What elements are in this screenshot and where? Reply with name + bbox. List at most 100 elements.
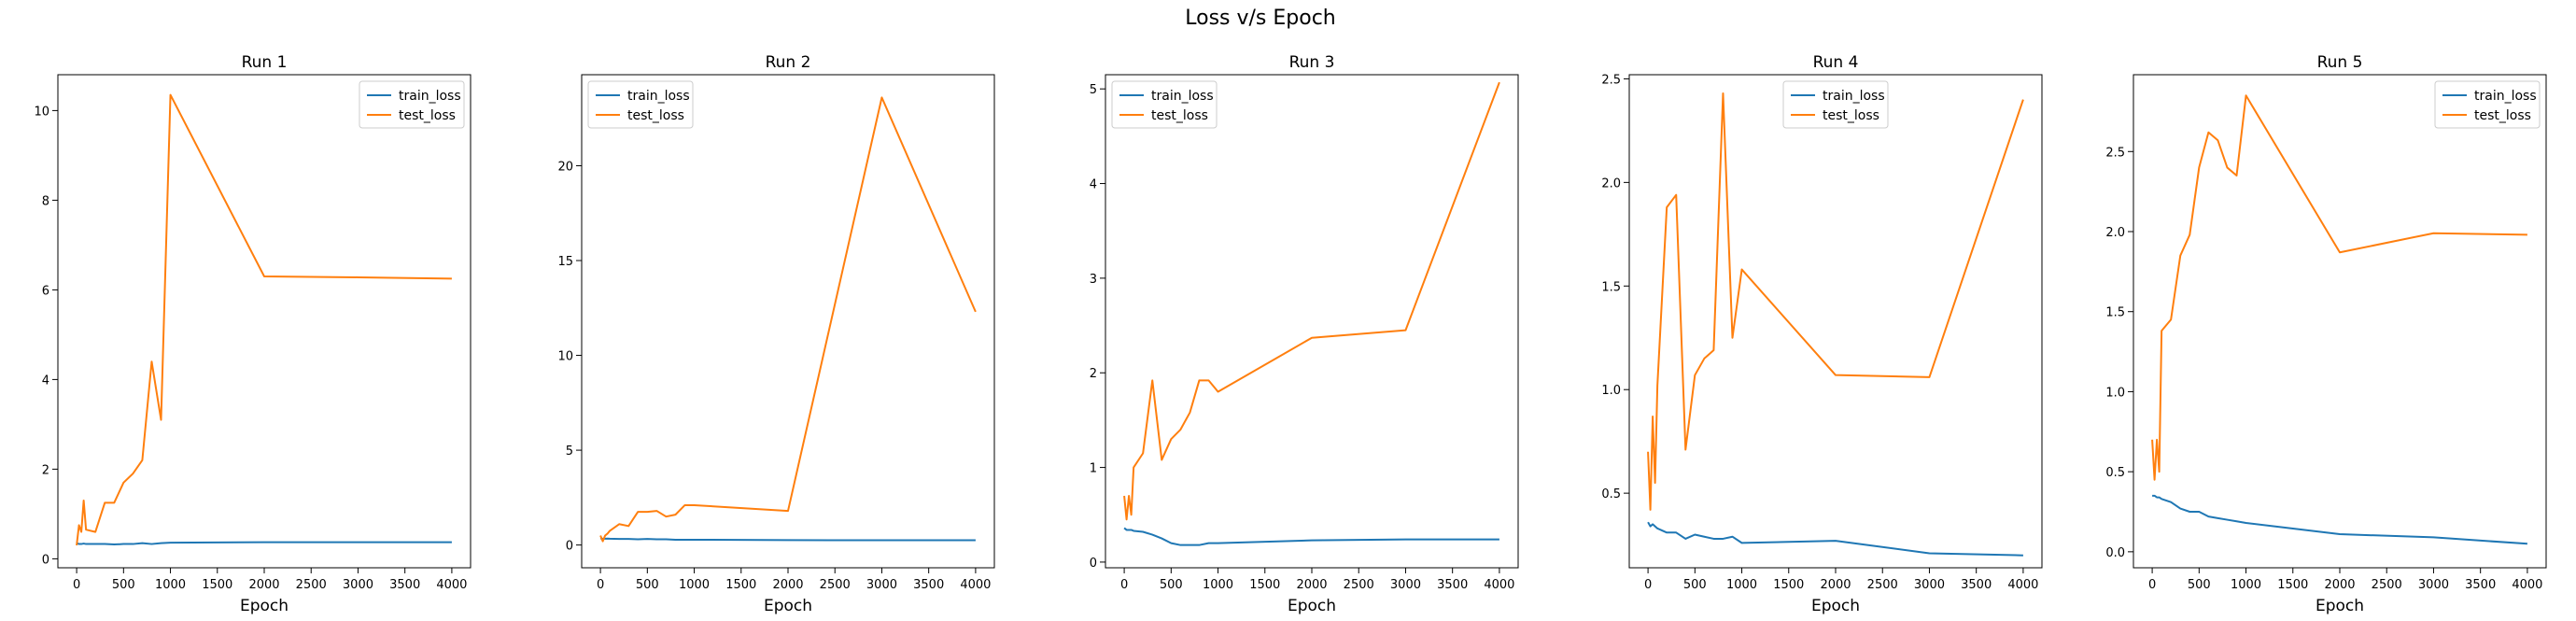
y-tick-label: 1.0 (1601, 384, 1621, 398)
legend: train_loss test_loss (1111, 80, 1218, 129)
x-tick-label: 500 (2188, 578, 2211, 592)
y-tick-label: 5 (1090, 83, 1097, 97)
y-tick-label: 1 (1090, 462, 1097, 476)
legend-label: train_loss (1151, 89, 1214, 104)
legend-box (1111, 80, 1218, 129)
legend: train_loss test_loss (2434, 80, 2541, 129)
y-tick-label: 0.5 (1601, 487, 1621, 501)
subplot-run-4: Run 4 0 500 1000 1500 2000 2500 3000 3500 4000 0.5… (1601, 53, 2043, 615)
subplot-title: Run 5 (2317, 53, 2363, 72)
series-line-train-loss (76, 541, 452, 546)
y-tick-label: 10 (34, 105, 49, 119)
legend-box (359, 80, 465, 129)
y-tick-label: 6 (42, 284, 49, 298)
y-tick-label: 20 (557, 160, 573, 174)
legend: train_loss test_loss (359, 80, 465, 129)
series-line-train-loss (599, 537, 976, 542)
x-tick-label: 1000 (155, 578, 186, 592)
x-tick-label: 3000 (1914, 578, 1945, 592)
x-tick-label: 3000 (2418, 578, 2449, 592)
x-tick-label: 3500 (2465, 578, 2496, 592)
x-tick-label: 0 (2148, 578, 2156, 592)
x-tick-label: 1000 (1726, 578, 1757, 592)
legend: train_loss test_loss (1782, 80, 1889, 129)
subplot-run-1: Run 1 0 500 1000 1500 2000 2500 3000 3500 4000 0 2 4… (34, 53, 472, 615)
x-tick-label: 2000 (1296, 578, 1327, 592)
y-tick-label: 0.5 (2105, 466, 2125, 480)
x-tick-label: 4000 (1484, 578, 1514, 592)
x-tick-label: 1500 (1249, 578, 1280, 592)
y-tick-label: 1.5 (2105, 306, 2125, 320)
x-tick-label: 2000 (1820, 578, 1851, 592)
x-tick-label: 2000 (248, 578, 279, 592)
x-tick-label: 0 (73, 578, 80, 592)
x-tick-label: 500 (1683, 578, 1707, 592)
subplot-run-2: Run 2 0 500 1000 1500 2000 2500 3000 3500 4000 0 5 1… (557, 53, 995, 615)
subplot-title: Run 1 (242, 53, 288, 72)
subplots: Run 10 500 1000 1500 2000 2500 3000 3500 4000024… (34, 53, 2547, 615)
legend: train_loss test_loss (587, 80, 694, 129)
y-tick-label: 3 (1090, 273, 1097, 287)
y-tick-label: 5 (566, 445, 573, 459)
y-tick-label: 8 (42, 194, 49, 208)
y-tick-label: 4 (1090, 178, 1097, 192)
subplot-title: Run 4 (1813, 53, 1859, 72)
legend-box (587, 80, 694, 129)
x-tick-label: 0 (1120, 578, 1128, 592)
x-tick-label: 1500 (725, 578, 756, 592)
legend-label: test_loss (1151, 108, 1208, 123)
x-axis-label: Epoch (764, 597, 812, 615)
y-tick-label: 2.5 (1601, 73, 1621, 87)
x-tick-label: 4000 (2512, 578, 2542, 592)
y-tick-label: 0 (566, 540, 573, 554)
subplot-run-5: Run 5 0 500 1000 1500 2000 2500 3000 3500 4000 0.0… (2105, 53, 2547, 615)
y-tick-label: 2 (1090, 367, 1097, 381)
x-tick-label: 500 (112, 578, 135, 592)
x-tick-label: 3500 (1437, 578, 1468, 592)
x-tick-label: 1500 (1773, 578, 1804, 592)
plot-frame (1105, 74, 1519, 569)
x-tick-label: 0 (1644, 578, 1652, 592)
x-axis-label: Epoch (1288, 597, 1336, 615)
series-line-train-loss (2152, 494, 2527, 545)
x-tick-label: 2500 (2372, 578, 2402, 592)
x-tick-label: 2500 (820, 578, 851, 592)
plot-frame (57, 74, 472, 569)
x-tick-label: 1000 (2231, 578, 2261, 592)
x-tick-label: 3000 (1390, 578, 1421, 592)
x-tick-label: 3500 (913, 578, 944, 592)
x-tick-label: 1500 (2277, 578, 2308, 592)
legend-label: train_loss (2474, 89, 2537, 104)
series-line-train-loss (1647, 521, 2023, 557)
y-tick-label: 2 (42, 463, 49, 477)
x-tick-label: 2500 (296, 578, 327, 592)
series-line-train-loss (1123, 527, 1499, 546)
series-line-test-loss (1647, 92, 2024, 511)
legend-label: train_loss (627, 89, 690, 104)
y-tick-label: 10 (557, 350, 573, 364)
legend-label: test_loss (399, 108, 456, 123)
y-tick-label: 0 (42, 553, 49, 567)
x-tick-label: 3000 (343, 578, 373, 592)
plot-frame (1628, 74, 2043, 569)
subplot-run-3: Run 3 0 500 1000 1500 2000 2500 3000 3500 4000 0 1 2… (1090, 53, 1519, 615)
y-tick-label: 2.5 (2105, 146, 2125, 160)
y-tick-label: 15 (557, 255, 573, 269)
x-axis-label: Epoch (2316, 597, 2364, 615)
y-tick-label: 0 (1090, 557, 1097, 571)
x-tick-label: 2500 (1867, 578, 1898, 592)
figure-title: Loss v/s Epoch (1185, 7, 1336, 30)
x-tick-label: 2000 (772, 578, 803, 592)
x-axis-label: Epoch (1811, 597, 1860, 615)
y-tick-label: 1.5 (1601, 280, 1621, 294)
y-tick-label: 0.0 (2105, 546, 2125, 560)
y-tick-label: 2.0 (1601, 176, 1621, 191)
subplot-title: Run 3 (1289, 53, 1335, 72)
legend-label: train_loss (399, 89, 461, 104)
y-tick-label: 4 (42, 374, 49, 388)
subplot-title: Run 2 (766, 53, 811, 72)
x-tick-label: 1000 (679, 578, 710, 592)
legend-label: test_loss (2474, 108, 2531, 123)
x-tick-label: 0 (597, 578, 604, 592)
